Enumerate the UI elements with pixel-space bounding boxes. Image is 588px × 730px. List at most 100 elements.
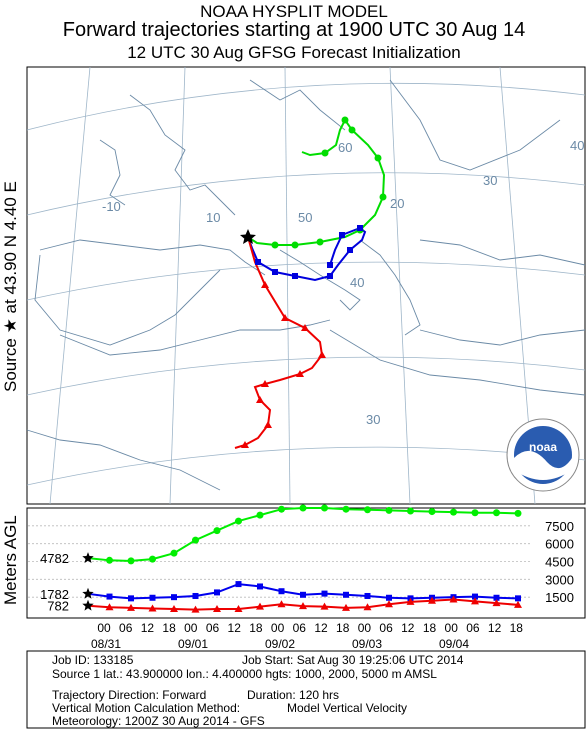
blue-map-marker	[339, 232, 345, 238]
y-tick-label: 1500	[545, 590, 574, 605]
x-tick-label: 06	[119, 621, 133, 635]
start-height-label: 4782	[40, 551, 69, 566]
vertical-motion-value: Model Vertical Velocity	[287, 701, 408, 715]
blue-map-marker	[272, 269, 278, 275]
height-point	[363, 603, 372, 611]
date-label: 09/04	[439, 637, 469, 651]
job-start: Job Start: Sat Aug 30 19:25:06 UTC 2014	[242, 653, 464, 667]
noaa-logo: noaa	[506, 418, 580, 492]
height-point	[342, 505, 350, 513]
start-star	[82, 587, 94, 599]
height-point	[257, 583, 263, 590]
height-point	[342, 603, 350, 611]
x-tick-label: 00	[184, 621, 198, 635]
meteorology-info: Meteorology: 1200Z 30 Aug 2014 - GFS	[52, 714, 265, 728]
map-coastlines	[26, 79, 586, 491]
height-point	[256, 602, 264, 610]
height-point	[471, 509, 479, 517]
height-point	[106, 593, 113, 600]
blue-trajectory-path	[247, 226, 367, 282]
height-point	[428, 508, 436, 516]
red-map-marker	[318, 351, 326, 358]
map-graticule	[26, 66, 586, 505]
x-tick-label: 00	[271, 621, 285, 635]
height-point	[149, 594, 156, 601]
height-point	[493, 594, 500, 601]
forecast-subtitle: 12 UTC 30 Aug GFSG Forecast Initializati…	[127, 43, 461, 62]
red-map-marker	[264, 421, 272, 428]
lat-label-50: 50	[298, 210, 312, 225]
blue-map-marker	[255, 259, 261, 265]
height-point	[299, 504, 307, 512]
height-series-lines	[82, 504, 522, 613]
green-map-marker	[271, 241, 279, 249]
height-point	[105, 603, 114, 611]
map-trajectory-markers	[241, 116, 387, 448]
red-map-marker	[241, 441, 249, 448]
height-point	[191, 605, 200, 613]
red-map-marker	[256, 396, 264, 403]
height-panel-frame	[26, 507, 586, 619]
start-height-label: 1782	[40, 587, 69, 602]
map-frame	[26, 66, 586, 505]
height-point	[492, 599, 501, 607]
x-tick-label: 00	[358, 621, 372, 635]
x-tick-label: 12	[141, 621, 155, 635]
height-point	[170, 549, 178, 557]
x-tick-label: 12	[488, 621, 502, 635]
blue-map-marker	[357, 225, 363, 231]
noaa-logo-text: noaa	[529, 440, 557, 454]
height-point	[127, 557, 135, 565]
height-point	[320, 602, 329, 610]
x-tick-label: 18	[162, 621, 176, 635]
y-tick-label: 7500	[545, 519, 574, 534]
x-tick-label: 00	[97, 621, 111, 635]
green-map-marker	[341, 116, 349, 124]
x-tick-label: 18	[510, 621, 524, 635]
red-map-marker	[261, 281, 269, 288]
start-height-label: 782	[47, 599, 69, 614]
x-tick-label: 00	[445, 621, 459, 635]
vertical-motion-method: Vertical Motion Calculation Method:	[52, 701, 241, 715]
height-point	[449, 595, 458, 603]
height-point	[493, 509, 500, 517]
height-point	[192, 592, 199, 599]
height-point	[385, 600, 393, 608]
job-id: Job ID: 133185	[52, 653, 134, 667]
height-point	[192, 536, 199, 544]
green-map-marker	[348, 126, 356, 134]
red-map-marker	[296, 370, 304, 377]
green-map-marker	[374, 154, 382, 162]
height-point	[364, 506, 371, 514]
lat-label-30: 30	[366, 412, 380, 427]
y-tick-label: 4500	[545, 555, 574, 570]
blue-map-marker	[292, 273, 298, 279]
x-tick-label: 18	[336, 621, 350, 635]
red-map-marker	[261, 380, 269, 387]
height-point	[278, 588, 285, 595]
start-star	[82, 552, 94, 563]
height-point	[278, 505, 285, 513]
lon-label-10: 10	[206, 210, 220, 225]
height-point	[386, 594, 392, 601]
height-point	[385, 506, 393, 514]
source-star	[240, 229, 256, 244]
height-point	[234, 605, 243, 613]
green-map-marker	[321, 149, 329, 157]
height-y-tick-labels: 1500 3000 4500 6000 7500	[545, 519, 574, 605]
lon-label-20: 20	[390, 196, 404, 211]
date-label: 09/03	[352, 637, 382, 651]
height-point	[321, 590, 328, 597]
height-point	[406, 597, 415, 605]
x-tick-label: 06	[379, 621, 393, 635]
height-point	[277, 600, 286, 608]
green-map-marker	[291, 241, 299, 249]
height-point	[235, 581, 242, 588]
green-map-marker	[379, 193, 387, 201]
lat-label-40: 40	[350, 275, 364, 290]
lon-label-30: 30	[483, 173, 497, 188]
blue-map-marker	[347, 247, 353, 253]
trajectory-duration: Duration: 120 hrs	[247, 688, 340, 702]
trajectory-title: Forward trajectories starting at 1900 UT…	[62, 19, 526, 41]
